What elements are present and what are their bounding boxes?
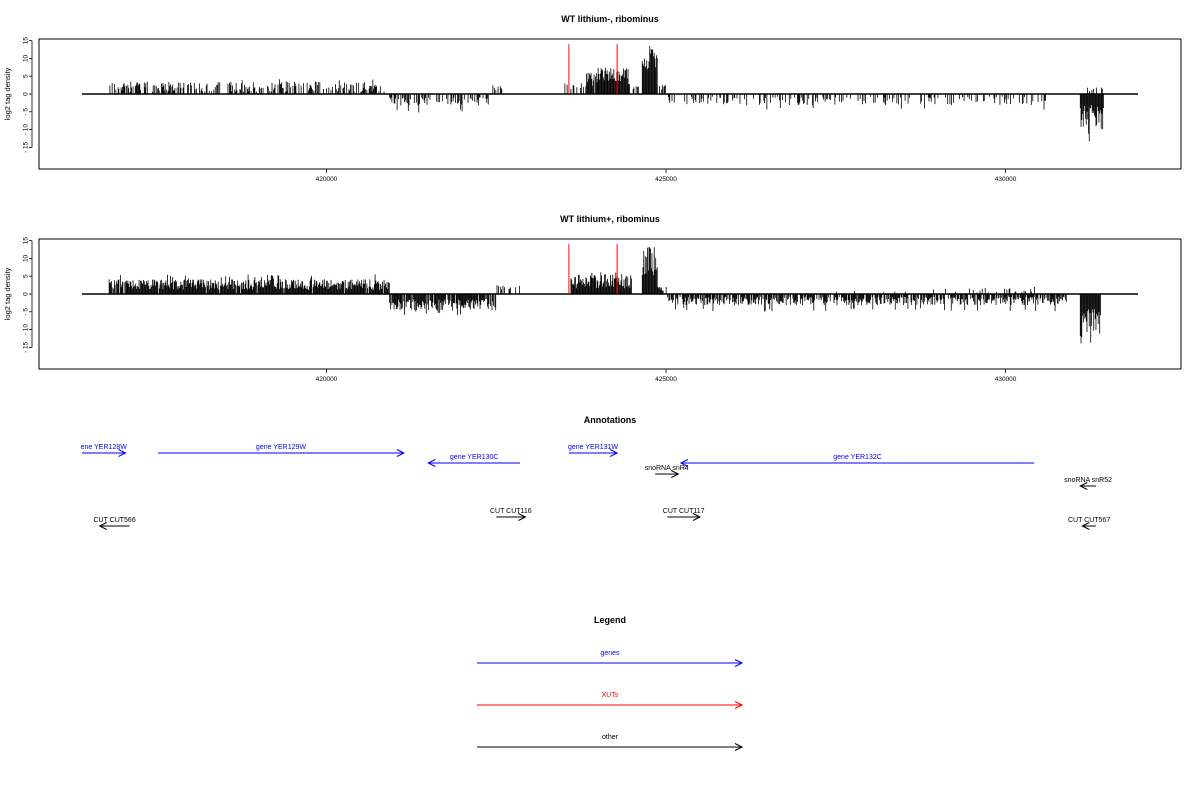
feature-arrow-head bbox=[118, 449, 127, 457]
panel-2-plot-frame bbox=[38, 238, 1182, 370]
feature-arrow-head bbox=[734, 659, 744, 667]
panel-1-title: WT lithium-, ribominus bbox=[561, 14, 659, 24]
panel-1-plot-frame bbox=[38, 38, 1182, 170]
annotation-label: CUT CUT116 bbox=[490, 508, 532, 515]
panel-2-y-ticks: 15 10 5 0 - 5 - 10 - 15 bbox=[23, 237, 33, 353]
y-tick-label: - 10 bbox=[23, 124, 30, 136]
annotation-label: snoRNA snR4 bbox=[645, 465, 689, 472]
annotation-label: snoRNA snR52 bbox=[1064, 477, 1112, 484]
x-tick-label: 430000 bbox=[995, 176, 1017, 183]
feature-arrow-head bbox=[734, 743, 744, 751]
legend-panel: Legend genes XUTs other bbox=[477, 615, 744, 751]
annotations-panel: Annotations ene YER128W gene YER129W gene … bbox=[81, 415, 1112, 530]
y-tick-label: 10 bbox=[23, 54, 30, 62]
panel-1-x-ticks: 420000 425000 430000 bbox=[316, 169, 1017, 183]
panel-1-y-axis-label: log2 tag density bbox=[3, 67, 12, 120]
panel-1-y-ticks: 15 10 5 0 - 5 - 10 - 15 bbox=[23, 37, 33, 153]
panel-2-xut-markers bbox=[568, 244, 618, 294]
annotation-feature: CUT CUT116 bbox=[490, 508, 532, 521]
legend-entry: genes bbox=[477, 650, 744, 667]
feature-arrow-head bbox=[609, 449, 619, 457]
annotation-feature: gene YER132C bbox=[679, 454, 1035, 467]
feature-arrow-head bbox=[734, 701, 744, 709]
annotation-label: gene YER131W bbox=[568, 444, 618, 451]
y-tick-label: 5 bbox=[23, 74, 30, 78]
annotation-feature: CUT CUT117 bbox=[663, 508, 705, 521]
annotation-label: CUT CUT566 bbox=[93, 517, 135, 524]
feature-arrow-head bbox=[98, 522, 107, 530]
x-tick-label: 425000 bbox=[655, 176, 677, 183]
panel-2-title: WT lithium+, ribominus bbox=[560, 214, 660, 224]
panel-wt-lithium-minus: WT lithium-, ribominus log2 tag density … bbox=[3, 14, 1182, 183]
x-tick-label: 425000 bbox=[655, 376, 677, 383]
annotation-feature: snoRNA snR52 bbox=[1064, 477, 1112, 490]
y-tick-label: 0 bbox=[23, 92, 30, 96]
annotation-label: gene YER129W bbox=[256, 444, 306, 451]
y-tick-label: - 5 bbox=[23, 308, 30, 316]
x-tick-label: 420000 bbox=[316, 376, 338, 383]
annotation-label: CUT CUT117 bbox=[663, 508, 705, 515]
panel-2-x-ticks: 420000 425000 430000 bbox=[316, 369, 1017, 383]
x-tick-label: 430000 bbox=[995, 376, 1017, 383]
legend-label: other bbox=[602, 734, 619, 741]
annotations-title: Annotations bbox=[584, 415, 637, 425]
annotation-label: ene YER128W bbox=[81, 444, 128, 451]
annotation-label: gene YER132C bbox=[833, 454, 882, 461]
y-tick-label: 0 bbox=[23, 292, 30, 296]
panel-wt-lithium-plus: WT lithium+, ribominus log2 tag density … bbox=[3, 214, 1182, 383]
feature-arrow-head bbox=[692, 513, 702, 521]
feature-arrow-head bbox=[427, 459, 436, 467]
panel-1-bars bbox=[109, 45, 1104, 142]
y-tick-label: 5 bbox=[23, 274, 30, 278]
legend-entry: XUTs bbox=[477, 692, 744, 709]
y-tick-label: - 15 bbox=[23, 141, 30, 153]
y-tick-label: - 15 bbox=[23, 341, 30, 353]
feature-arrow-head bbox=[1081, 522, 1090, 530]
y-tick-label: 15 bbox=[23, 237, 30, 245]
feature-arrow-head bbox=[679, 459, 689, 467]
legend-label: XUTs bbox=[602, 692, 619, 699]
annotation-feature: CUT CUT566 bbox=[93, 517, 136, 530]
annotation-feature: ene YER128W bbox=[81, 444, 128, 457]
annotation-feature: gene YER131W bbox=[568, 444, 618, 457]
panel-2-bars bbox=[108, 247, 1101, 344]
annotation-feature: CUT CUT567 bbox=[1068, 517, 1110, 530]
legend-entry: other bbox=[477, 734, 744, 751]
x-tick-label: 420000 bbox=[316, 176, 338, 183]
annotation-feature: gene YER129W bbox=[158, 444, 406, 457]
feature-arrow-head bbox=[396, 449, 406, 457]
legend-title: Legend bbox=[594, 615, 626, 625]
annotation-feature: gene YER130C bbox=[427, 454, 521, 467]
panel-2-y-axis-label: log2 tag density bbox=[3, 267, 12, 320]
annotation-label: CUT CUT567 bbox=[1068, 517, 1110, 524]
feature-arrow-head bbox=[1079, 482, 1088, 490]
annotation-features: ene YER128W gene YER129W gene YER130C gene … bbox=[81, 444, 1112, 530]
y-tick-label: 10 bbox=[23, 254, 30, 262]
legend-label: genes bbox=[600, 650, 620, 657]
panel-1-xut-markers bbox=[568, 44, 618, 94]
y-tick-label: 15 bbox=[23, 37, 30, 45]
feature-arrow-head bbox=[518, 513, 527, 521]
y-tick-label: - 5 bbox=[23, 108, 30, 116]
legend-entries: genes XUTs other bbox=[477, 650, 744, 751]
y-tick-label: - 10 bbox=[23, 324, 30, 336]
annotation-label: gene YER130C bbox=[450, 454, 499, 461]
annotation-feature: snoRNA snR4 bbox=[645, 465, 689, 478]
feature-arrow-head bbox=[671, 470, 680, 478]
